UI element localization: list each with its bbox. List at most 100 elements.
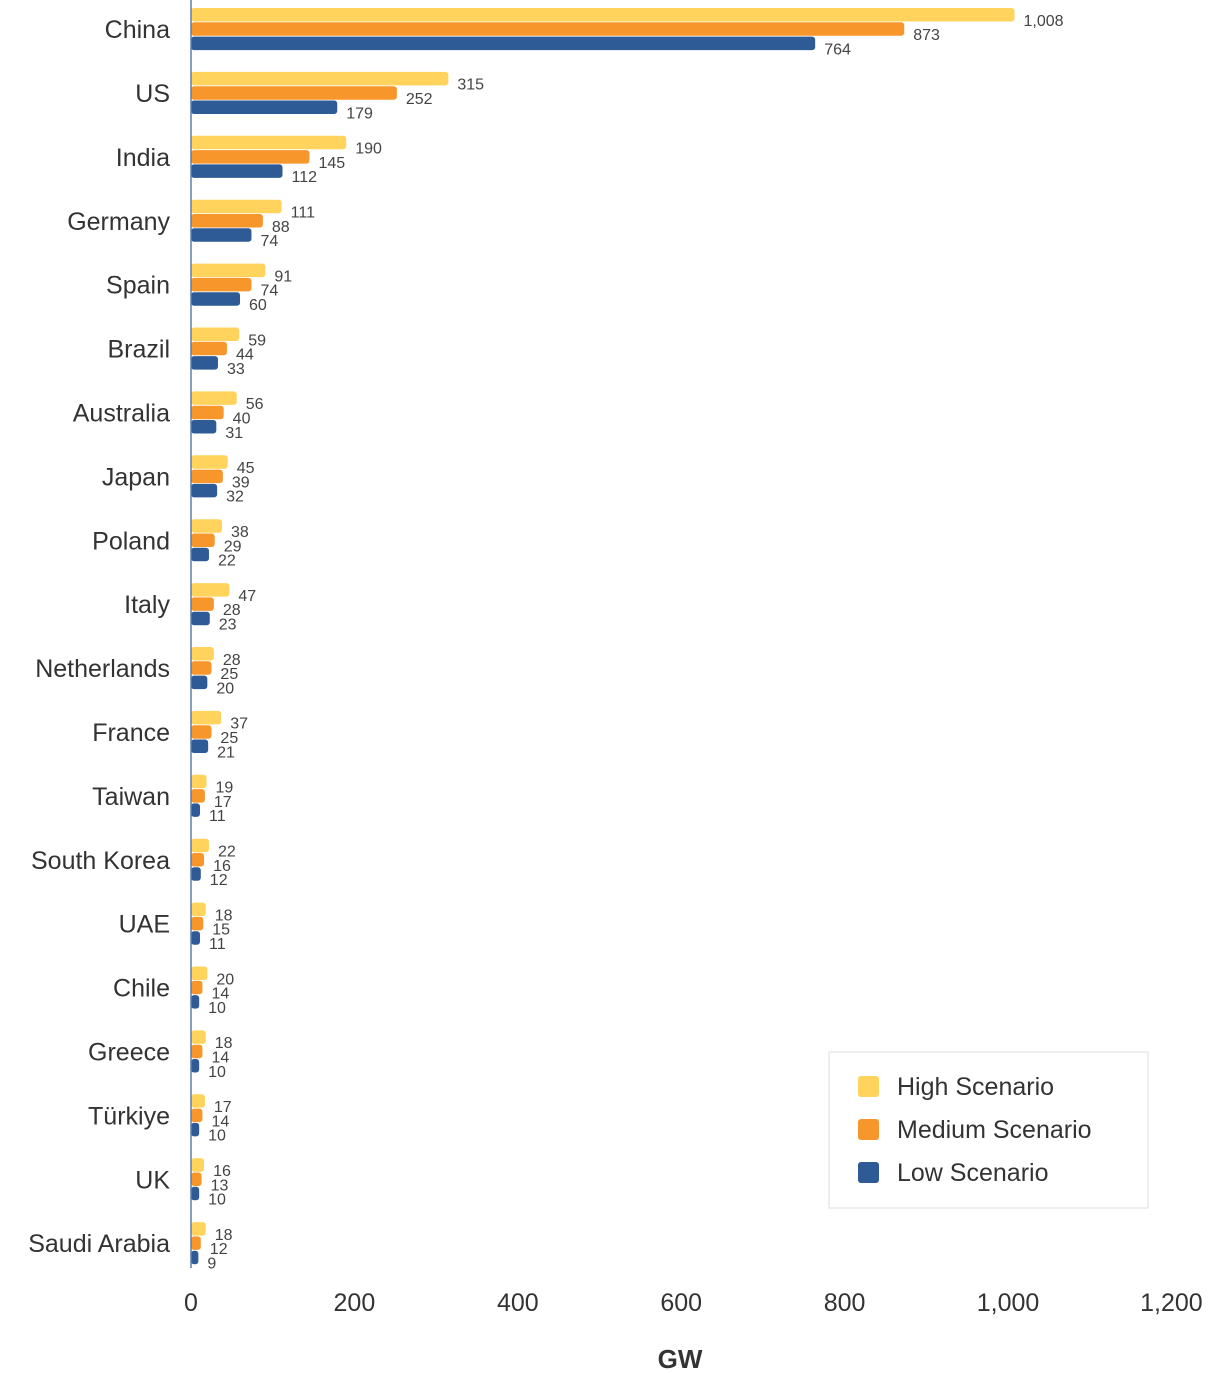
- data-label: 10: [208, 1000, 226, 1017]
- bar: [191, 647, 214, 661]
- bar: [191, 967, 207, 981]
- data-label: 10: [208, 1064, 226, 1081]
- bar: [191, 214, 263, 228]
- bar: [191, 1187, 199, 1201]
- category-label: UAE: [119, 911, 170, 939]
- data-label: 10: [208, 1128, 226, 1145]
- bar: [191, 839, 209, 853]
- bar: [191, 711, 221, 725]
- data-label: 21: [217, 744, 235, 761]
- data-label: 23: [219, 616, 237, 633]
- bar: [191, 264, 265, 278]
- bar: [191, 548, 209, 562]
- bar: [191, 676, 207, 690]
- x-axis-title: GW: [658, 1344, 703, 1374]
- category-label: South Korea: [31, 847, 170, 875]
- x-tick-label: 400: [497, 1289, 539, 1317]
- data-label: 179: [346, 105, 373, 122]
- bar: [191, 519, 222, 533]
- data-label: 190: [355, 141, 382, 158]
- bar: [191, 1236, 201, 1250]
- legend-label: Medium Scenario: [897, 1116, 1092, 1144]
- bar: [191, 1059, 199, 1073]
- bar: [191, 484, 217, 498]
- category-label: Netherlands: [35, 655, 170, 683]
- bar: [191, 278, 251, 292]
- legend: High Scenario Medium Scenario Low Scenario: [829, 1052, 1148, 1208]
- bar: [191, 406, 224, 420]
- data-label: 74: [260, 233, 278, 250]
- bar: [191, 534, 215, 548]
- bar: [191, 328, 239, 342]
- x-tick-label: 1,200: [1140, 1289, 1203, 1317]
- bar: [191, 22, 904, 36]
- legend-swatch: [858, 1076, 879, 1097]
- category-label: Türkiye: [88, 1102, 170, 1130]
- data-label: 315: [457, 77, 484, 94]
- data-label: 252: [406, 91, 433, 108]
- category-label: Italy: [124, 591, 170, 619]
- x-tick-labels: 0 200 400 600 800 1,000 1,200: [184, 1289, 1203, 1317]
- bar: [191, 8, 1015, 22]
- bar: [191, 391, 237, 405]
- category-label: Chile: [113, 975, 170, 1003]
- category-label: Australia: [73, 399, 170, 427]
- bar: [191, 455, 228, 469]
- bar: [191, 917, 203, 931]
- data-label: 32: [226, 489, 244, 506]
- bar: [191, 356, 218, 370]
- bar: [191, 995, 199, 1009]
- bar: [191, 1109, 202, 1123]
- data-label: 873: [913, 27, 940, 44]
- category-label: Brazil: [107, 336, 170, 364]
- bar: [191, 612, 210, 626]
- category-label: Saudi Arabia: [28, 1230, 170, 1258]
- bar: [191, 1158, 204, 1172]
- x-tick-label: 800: [824, 1289, 866, 1317]
- category-label: Poland: [92, 527, 170, 555]
- data-label: 11: [209, 936, 226, 953]
- category-label: Spain: [106, 272, 170, 300]
- bar: [191, 470, 223, 484]
- x-tick-label: 0: [184, 1289, 198, 1317]
- bar: [191, 72, 448, 86]
- data-label: 47: [238, 588, 256, 605]
- data-label: 11: [209, 808, 226, 825]
- bar: [191, 981, 202, 995]
- data-label: 111: [291, 204, 315, 221]
- bar: [191, 775, 207, 789]
- bar: [191, 1222, 206, 1236]
- bar: [191, 903, 206, 917]
- data-label: 10: [208, 1192, 226, 1209]
- category-label: France: [92, 719, 170, 747]
- bar: [191, 1251, 198, 1265]
- bar: [191, 228, 251, 242]
- category-label: US: [135, 80, 170, 108]
- bar: [191, 200, 282, 214]
- bar: [191, 292, 240, 306]
- data-label: 764: [824, 41, 851, 58]
- bar: [191, 1094, 205, 1108]
- bar: [191, 1030, 206, 1044]
- bar: [191, 583, 229, 597]
- data-label: 12: [210, 872, 228, 889]
- bar: [191, 1045, 202, 1059]
- bar: [191, 1173, 202, 1187]
- data-label: 60: [249, 297, 267, 314]
- data-label: 31: [225, 425, 243, 442]
- data-label: 22: [218, 553, 236, 570]
- data-label: 20: [216, 680, 234, 697]
- bar: [191, 101, 337, 115]
- bar: [191, 725, 211, 739]
- x-tick-label: 1,000: [977, 1289, 1040, 1317]
- x-tick-label: 200: [334, 1289, 376, 1317]
- x-tick-label: 600: [660, 1289, 702, 1317]
- category-label: UK: [135, 1166, 170, 1194]
- data-label: 112: [292, 169, 318, 186]
- bar: [191, 86, 397, 100]
- category-labels: China US India Germany Spain Brazil Australia J…: [28, 16, 170, 1258]
- bar: [191, 789, 205, 803]
- bar: [191, 740, 208, 754]
- bar: [191, 164, 283, 178]
